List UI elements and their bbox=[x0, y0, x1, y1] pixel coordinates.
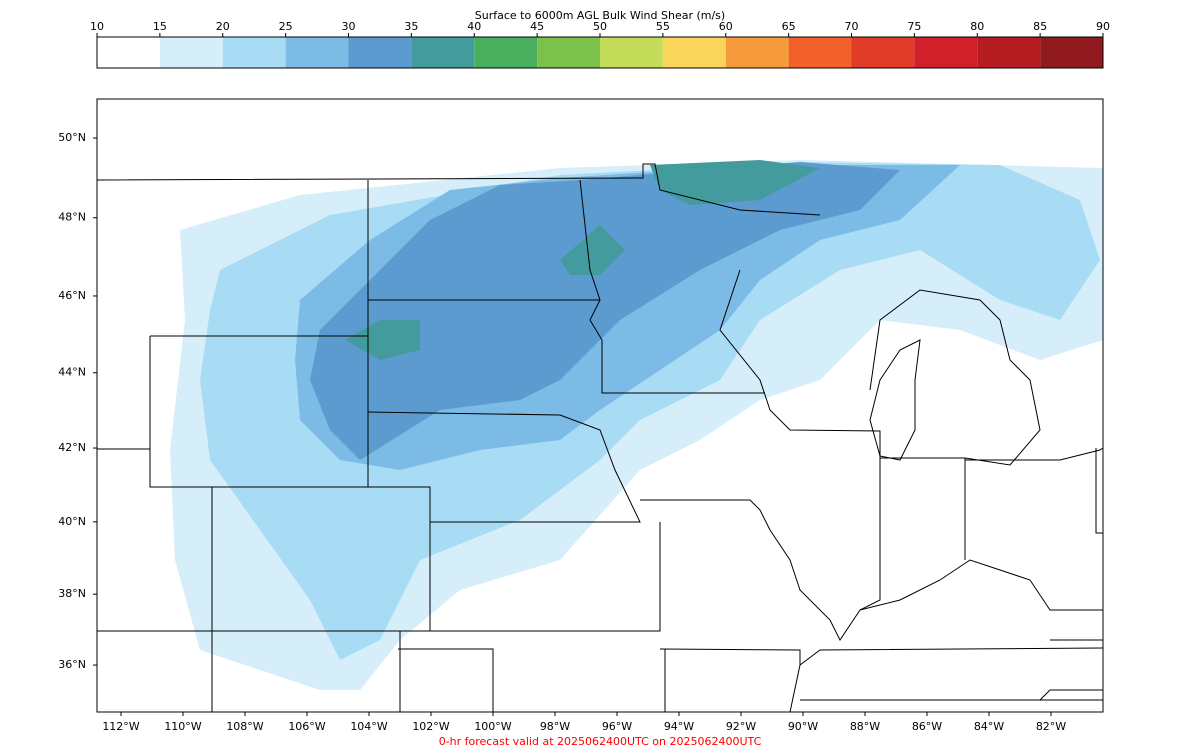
colorbar-bin bbox=[725, 37, 789, 68]
colorbar-tick-label: 15 bbox=[153, 20, 167, 33]
colorbar-tick-label: 60 bbox=[719, 20, 733, 33]
lon-label: 84°W bbox=[974, 720, 1004, 733]
colorbar-bin bbox=[788, 37, 852, 68]
colorbar-title: Surface to 6000m AGL Bulk Wind Shear (m/… bbox=[475, 9, 725, 22]
map-frame bbox=[96, 98, 1104, 713]
colorbar-bin bbox=[914, 37, 978, 68]
colorbar-tick-label: 80 bbox=[970, 20, 984, 33]
lon-label: 106°W bbox=[288, 720, 325, 733]
lon-label: 90°W bbox=[788, 720, 818, 733]
colorbar-tick-label: 25 bbox=[279, 20, 293, 33]
lat-label: 36°N bbox=[58, 658, 86, 671]
colorbar-bin bbox=[662, 37, 726, 68]
lon-label: 100°W bbox=[474, 720, 511, 733]
lon-label: 102°W bbox=[412, 720, 449, 733]
footer: 0-hr forecast valid at 2025062400UTC on … bbox=[439, 735, 762, 748]
colorbar-bin bbox=[285, 37, 349, 68]
lat-label: 50°N bbox=[58, 131, 86, 144]
colorbar-tick-label: 85 bbox=[1033, 20, 1047, 33]
colorbar-tick-label: 90 bbox=[1096, 20, 1110, 33]
lat-label: 42°N bbox=[58, 441, 86, 454]
state-borders bbox=[96, 163, 1104, 713]
colorbar-tick-label: 55 bbox=[656, 20, 670, 33]
colorbar-bin bbox=[411, 37, 475, 68]
colorbar-tick-label: 50 bbox=[593, 20, 607, 33]
colorbar-tick-label: 70 bbox=[845, 20, 859, 33]
colorbar-bin bbox=[977, 37, 1041, 68]
colorbar-tick-label: 20 bbox=[216, 20, 230, 33]
lon-label: 112°W bbox=[102, 720, 139, 733]
lat-label: 48°N bbox=[58, 211, 86, 224]
lon-label: 86°W bbox=[912, 720, 942, 733]
colorbar-tick-label: 65 bbox=[782, 20, 796, 33]
lon-label: 110°W bbox=[164, 720, 201, 733]
colorbar-bin bbox=[348, 37, 412, 68]
colorbar-bin bbox=[851, 37, 915, 68]
lat-label: 44°N bbox=[58, 366, 86, 379]
lon-label: 82°W bbox=[1036, 720, 1066, 733]
colorbar-bin bbox=[537, 37, 600, 68]
colorbar-bin bbox=[1040, 37, 1103, 68]
lon-label: 88°W bbox=[850, 720, 880, 733]
lon-label: 96°W bbox=[602, 720, 632, 733]
lon-label: 94°W bbox=[664, 720, 694, 733]
lon-label: 98°W bbox=[540, 720, 570, 733]
colorbar-tick-label: 40 bbox=[467, 20, 481, 33]
colorbar-bin bbox=[600, 37, 663, 68]
colorbar-tick-label: 30 bbox=[342, 20, 356, 33]
lon-label: 92°W bbox=[726, 720, 756, 733]
colorbar-bin bbox=[222, 37, 286, 68]
lon-label: 104°W bbox=[350, 720, 387, 733]
colorbar-bin bbox=[474, 37, 538, 68]
lat-label: 40°N bbox=[58, 515, 86, 528]
colorbar-bin bbox=[159, 37, 223, 68]
lat-label: 38°N bbox=[58, 587, 86, 600]
lat-label: 46°N bbox=[58, 289, 86, 302]
colorbar-tick-label: 45 bbox=[530, 20, 544, 33]
colorbar-tick-label: 75 bbox=[907, 20, 921, 33]
colorbar-tick-label: 35 bbox=[404, 20, 418, 33]
colorbar-bin bbox=[97, 37, 160, 68]
lon-label: 108°W bbox=[226, 720, 263, 733]
colorbar-tick-label: 10 bbox=[90, 20, 104, 33]
shear-shading bbox=[170, 160, 1103, 690]
